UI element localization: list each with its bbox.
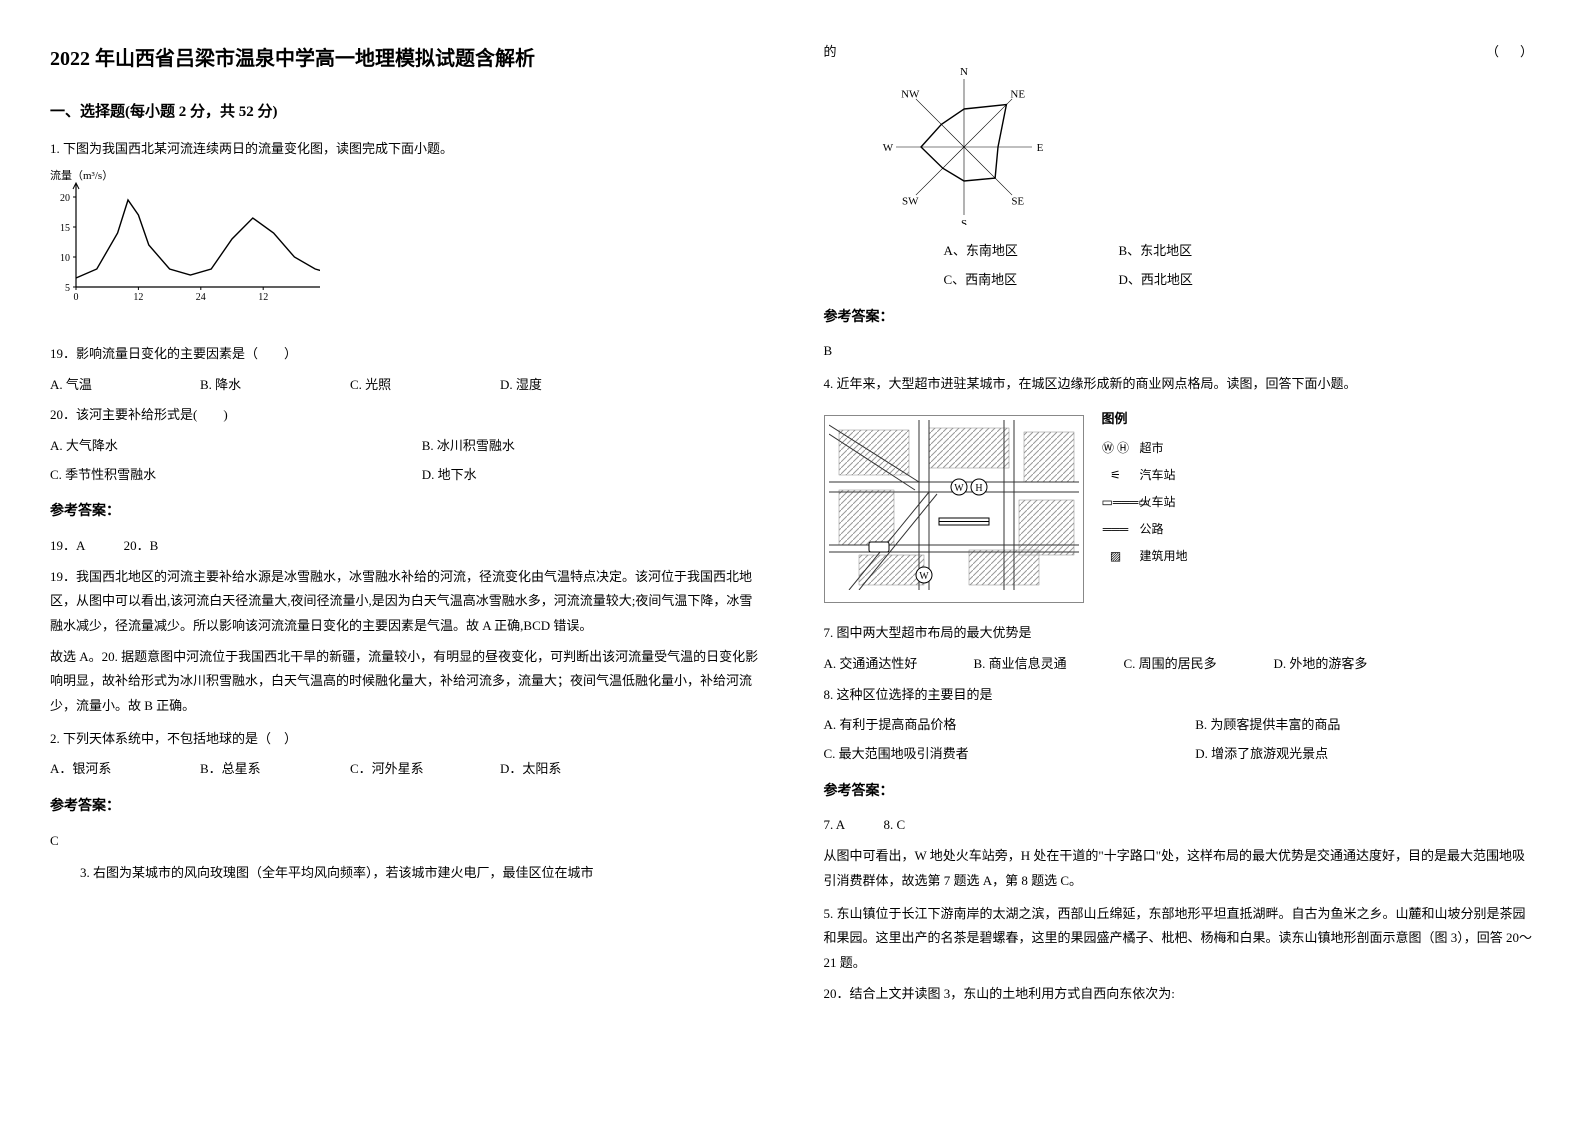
opt-b: B．总星系 xyxy=(200,757,310,782)
opt-b: B. 商业信息灵通 xyxy=(974,652,1084,677)
q3-opts: A、东南地区 B、东北地区 C、西南地区 D、西北地区 xyxy=(944,239,1264,292)
svg-text:24: 24 xyxy=(196,292,206,303)
question-2: 2. 下列天体系统中，不包括地球的是（ ） A．银河系 B．总星系 C．河外星系… xyxy=(50,727,764,854)
opt-b: B. 降水 xyxy=(200,373,310,398)
opt-d: D. 地下水 xyxy=(422,463,764,488)
q4-answers: 7. A 8. C xyxy=(824,813,1538,838)
q4-map: WHW xyxy=(824,415,1084,604)
q1-explain-2: 故选 A。20. 据题意图中河流位于我国西北干旱的新疆，流量较小，有明显的昼夜变… xyxy=(50,645,764,719)
svg-text:5: 5 xyxy=(65,283,70,294)
question-3-start: 3. 右图为某城市的风向玫瑰图（全年平均风向频率），若该城市建火电厂，最佳区位在… xyxy=(80,861,764,886)
flow-chart-svg: 流量（m³/s）5101520012241224（地方时） xyxy=(50,169,320,319)
legend-road: ═══公路 xyxy=(1102,518,1188,541)
svg-text:20: 20 xyxy=(60,193,70,204)
opt-c: C. 周围的居民多 xyxy=(1124,652,1234,677)
legend-busstation: ⚟汽车站 xyxy=(1102,464,1188,487)
q2-opts: A．银河系 B．总星系 C．河外星系 D．太阳系 xyxy=(50,757,764,782)
q1-sub19: 19．影响流量日变化的主要因素是（ ） xyxy=(50,342,764,367)
opt-d: D. 湿度 xyxy=(500,373,610,398)
opt-c: C. 季节性积雪融水 xyxy=(50,463,392,488)
opt-d: D. 外地的游客多 xyxy=(1274,652,1384,677)
legend-title: 图例 xyxy=(1102,407,1188,432)
windrose-svg: N NE E SE S SW W NW xyxy=(864,65,1084,225)
answer-heading: 参考答案： xyxy=(824,305,1538,332)
q1-sub19-opts: A. 气温 B. 降水 C. 光照 D. 湿度 xyxy=(50,373,764,398)
svg-text:W: W xyxy=(919,571,929,582)
opt-d: D、西北地区 xyxy=(1119,268,1264,293)
q3-answer: B xyxy=(824,339,1538,364)
q2-answer: C xyxy=(50,829,764,854)
q4-stem: 4. 近年来，大型超市进驻某城市，在城区边缘形成新的商业网点格局。读图，回答下面… xyxy=(824,372,1538,397)
opt-a: A. 交通通达性好 xyxy=(824,652,934,677)
svg-text:15: 15 xyxy=(60,223,70,234)
opt-b: B. 冰川积雪融水 xyxy=(422,434,764,459)
q4-explain: 从图中可看出，W 地处火车站旁，H 处在干道的"十字路口"处，这样布局的最大优势… xyxy=(824,844,1538,893)
svg-text:W: W xyxy=(954,483,964,494)
svg-text:SW: SW xyxy=(902,195,919,207)
q5-sub20: 20．结合上文并读图 3，东山的土地利用方式自西向东依次为: xyxy=(824,982,1538,1007)
opt-a: A、东南地区 xyxy=(944,239,1089,264)
svg-text:E: E xyxy=(1036,142,1043,154)
svg-text:0: 0 xyxy=(74,292,79,303)
svg-text:NW: NW xyxy=(901,88,920,100)
svg-text:S: S xyxy=(960,218,966,225)
svg-text:10: 10 xyxy=(60,253,70,264)
page-title: 2022 年山西省吕梁市温泉中学高一地理模拟试题含解析 xyxy=(50,40,764,78)
answer-heading: 参考答案： xyxy=(50,499,764,526)
q4-sub8-opts: A. 有利于提高商品价格 B. 为顾客提供丰富的商品 C. 最大范围地吸引消费者… xyxy=(824,713,1538,766)
q1-stem: 1. 下图为我国西北某河流连续两日的流量变化图，读图完成下面小题。 xyxy=(50,137,764,162)
q3-paren: （ ） xyxy=(1486,40,1537,65)
svg-text:流量（m³/s）: 流量（m³/s） xyxy=(50,169,113,182)
svg-text:N: N xyxy=(960,66,968,78)
q3-tail-row: 的 （ ） xyxy=(824,40,1538,65)
answer-heading: 参考答案： xyxy=(824,779,1538,806)
opt-d: D. 增添了旅游观光景点 xyxy=(1195,742,1537,767)
q4-legend: 图例 Ⓦ Ⓗ超市 ⚟汽车站 ▭═══▭火车站 ═══公路 ▨建筑用地 xyxy=(1102,407,1188,572)
q4-sub7: 7. 图中两大型超市布局的最大优势是 xyxy=(824,621,1538,646)
legend-supermarket: Ⓦ Ⓗ超市 xyxy=(1102,437,1188,460)
right-column: 的 （ ） N NE E SE S SW W NW A、东南地区 B、东北地区 C、西南地区 … xyxy=(824,40,1538,1014)
map-svg: WHW xyxy=(829,420,1079,590)
q1-sub20-opts: A. 大气降水 B. 冰川积雪融水 C. 季节性积雪融水 D. 地下水 xyxy=(50,434,764,487)
q3-stem: 3. 右图为某城市的风向玫瑰图（全年平均风向频率），若该城市建火电厂，最佳区位在… xyxy=(80,861,764,886)
opt-a: A．银河系 xyxy=(50,757,160,782)
q4-sub7-opts: A. 交通通达性好 B. 商业信息灵通 C. 周围的居民多 D. 外地的游客多 xyxy=(824,652,1538,677)
svg-text:H: H xyxy=(975,483,982,494)
opt-a: A. 气温 xyxy=(50,373,160,398)
q5-stem: 5. 东山镇位于长江下游南岸的太湖之滨，西部山丘绵延，东部地形平坦直抵湖畔。自古… xyxy=(824,902,1538,976)
opt-c: C. 光照 xyxy=(350,373,460,398)
svg-text:（地方时）: （地方时） xyxy=(316,290,320,304)
q1-explain-1: 19．我国西北地区的河流主要补给水源是冰雪融水，冰雪融水补给的河流，径流变化由气… xyxy=(50,565,764,639)
opt-b: B、东北地区 xyxy=(1119,239,1264,264)
wind-rose-chart: N NE E SE S SW W NW xyxy=(864,65,1538,234)
opt-d: D．太阳系 xyxy=(500,757,610,782)
svg-text:W: W xyxy=(882,142,893,154)
question-1: 1. 下图为我国西北某河流连续两日的流量变化图，读图完成下面小题。 流量（m³/… xyxy=(50,137,764,719)
q1-chart: 流量（m³/s）5101520012241224（地方时） xyxy=(50,169,764,328)
q4-sub8: 8. 这种区位选择的主要目的是 xyxy=(824,683,1538,708)
opt-c: C、西南地区 xyxy=(944,268,1089,293)
opt-b: B. 为顾客提供丰富的商品 xyxy=(1195,713,1537,738)
svg-text:12: 12 xyxy=(133,292,143,303)
svg-text:12: 12 xyxy=(258,292,268,303)
section-heading-mc: 一、选择题(每小题 2 分，共 52 分) xyxy=(50,98,764,127)
opt-c: C．河外星系 xyxy=(350,757,460,782)
opt-a: A. 有利于提高商品价格 xyxy=(824,713,1166,738)
legend-land: ▨建筑用地 xyxy=(1102,545,1188,568)
question-4: 4. 近年来，大型超市进驻某城市，在城区边缘形成新的商业网点格局。读图，回答下面… xyxy=(824,372,1538,893)
svg-text:SE: SE xyxy=(1011,195,1024,207)
legend-trainstation: ▭═══▭火车站 xyxy=(1102,491,1188,514)
q1-sub20: 20．该河主要补给形式是( ) xyxy=(50,403,764,428)
q1-answers: 19．A 20．B xyxy=(50,534,764,559)
q4-map-and-legend: WHW 图例 Ⓦ Ⓗ超市 ⚟汽车站 ▭═══▭火车站 ═══公路 ▨建筑用地 xyxy=(824,407,1538,612)
answer-heading: 参考答案： xyxy=(50,794,764,821)
left-column: 2022 年山西省吕梁市温泉中学高一地理模拟试题含解析 一、选择题(每小题 2 … xyxy=(50,40,764,1014)
question-5: 5. 东山镇位于长江下游南岸的太湖之滨，西部山丘绵延，东部地形平坦直抵湖畔。自古… xyxy=(824,902,1538,1007)
q3-tail: 的 xyxy=(824,40,837,65)
q2-stem: 2. 下列天体系统中，不包括地球的是（ ） xyxy=(50,727,764,752)
svg-text:NE: NE xyxy=(1010,88,1025,100)
opt-a: A. 大气降水 xyxy=(50,434,392,459)
opt-c: C. 最大范围地吸引消费者 xyxy=(824,742,1166,767)
